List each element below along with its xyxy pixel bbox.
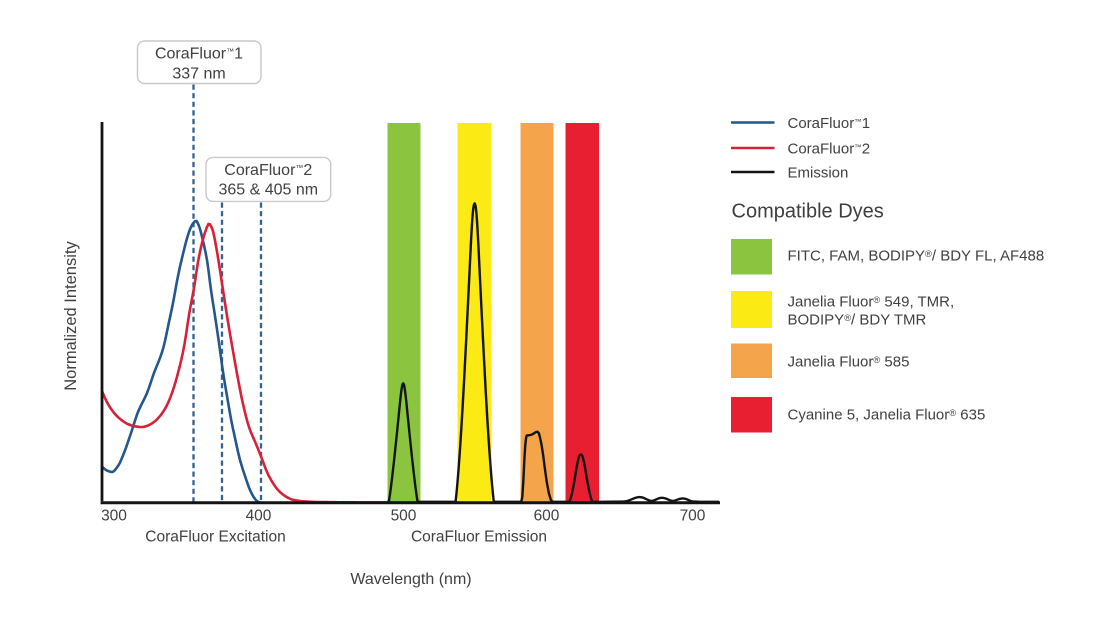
svg-text:Normalized Intensity: Normalized Intensity	[62, 241, 80, 391]
svg-text:FITC, FAM, BODIPY®/ BDY FL, AF: FITC, FAM, BODIPY®/ BDY FL, AF488	[788, 248, 1045, 265]
svg-text:CoraFluor™2: CoraFluor™2	[788, 140, 871, 157]
svg-text:337 nm: 337 nm	[172, 65, 225, 82]
svg-text:Cyanine 5, Janelia Fluor® 635: Cyanine 5, Janelia Fluor® 635	[788, 407, 986, 424]
svg-text:Janelia Fluor® 549, TMR,: Janelia Fluor® 549, TMR,	[788, 294, 955, 311]
svg-text:Janelia Fluor® 585: Janelia Fluor® 585	[788, 354, 910, 371]
svg-text:BODIPY®/ BDY TMR: BODIPY®/ BDY TMR	[788, 312, 927, 329]
svg-text:CoraFluor™1: CoraFluor™1	[788, 115, 871, 132]
svg-text:600: 600	[534, 508, 560, 525]
svg-text:400: 400	[246, 508, 272, 525]
svg-text:300: 300	[101, 508, 127, 525]
svg-text:Wavelength (nm): Wavelength (nm)	[350, 571, 471, 588]
svg-text:Compatible Dyes: Compatible Dyes	[732, 201, 884, 223]
svg-text:Emission: Emission	[788, 164, 849, 181]
svg-text:CoraFluor™2: CoraFluor™2	[224, 162, 312, 179]
svg-text:500: 500	[391, 508, 417, 525]
svg-text:CoraFluor™1: CoraFluor™1	[155, 46, 243, 63]
svg-text:700: 700	[680, 508, 706, 525]
svg-text:CoraFluor Excitation: CoraFluor Excitation	[145, 529, 285, 546]
svg-text:CoraFluor Emission: CoraFluor Emission	[411, 529, 547, 546]
svg-text:365 & 405 nm: 365 & 405 nm	[218, 182, 318, 199]
